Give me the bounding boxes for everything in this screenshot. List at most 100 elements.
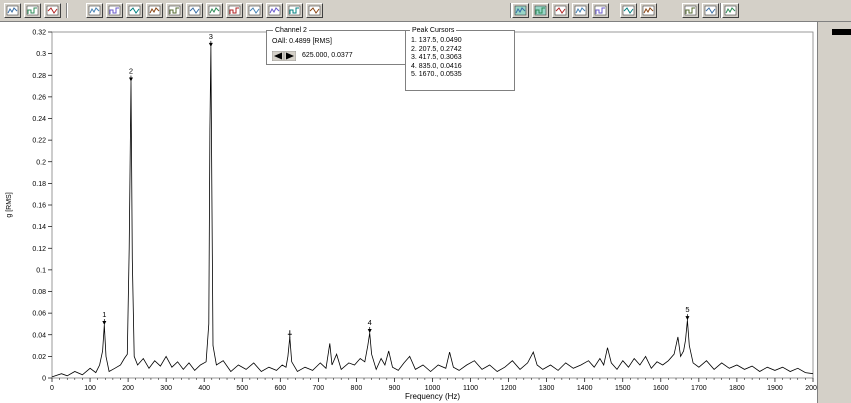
x-tick-label: 1600 — [653, 385, 669, 392]
x-tick-label: 500 — [236, 385, 248, 392]
waveform-icon[interactable] — [106, 3, 123, 18]
x-tick-label: 1000 — [425, 385, 441, 392]
peak-marker-label: 3 — [209, 32, 213, 41]
x-axis-label: Frequency (Hz) — [405, 392, 460, 401]
x-tick-label: 800 — [351, 385, 363, 392]
window-icon[interactable] — [592, 3, 609, 18]
y-tick-label: 0.02 — [32, 354, 46, 361]
y-tick-label: 0.22 — [32, 138, 46, 145]
peak-cursor-item: 3. 417.5, 0.3063 — [411, 54, 462, 61]
peak-marker-label: 4 — [368, 318, 372, 327]
y-axis-label: g [RMS] — [6, 192, 13, 217]
y-tick-label: 0.28 — [32, 73, 46, 80]
peak-marker-arrow — [102, 321, 107, 326]
x-tick-label: 1500 — [615, 385, 631, 392]
x-tick-label: 900 — [389, 385, 401, 392]
toolbar-separator — [720, 3, 722, 18]
cursor-readout: 625.000, 0.0377 — [302, 52, 353, 59]
orbit-icon[interactable] — [286, 3, 303, 18]
x-tick-label: 2000 — [805, 385, 817, 392]
channel-info-box: Channel 2 OAll: 0.4899 [RMS] 625.000, 0.… — [266, 26, 407, 65]
side-scroll-strip — [817, 22, 851, 403]
y-tick-label: 0.14 — [32, 224, 46, 231]
xy-icon[interactable] — [532, 3, 549, 18]
y-tick-label: 0.18 — [32, 181, 46, 188]
harmonics-icon[interactable] — [722, 3, 739, 18]
spectra-icon[interactable] — [620, 3, 637, 18]
spectrum-series — [51, 46, 814, 378]
peak-marker-label: 5 — [685, 305, 689, 314]
peak-marker-label: 1 — [102, 310, 106, 319]
y-tick-label: 0.2 — [36, 159, 46, 166]
integrate-icon[interactable] — [702, 3, 719, 18]
x-tick-label: 700 — [313, 385, 325, 392]
peak-cursors-title: Peak Cursors — [410, 26, 457, 35]
scale-icon[interactable] — [682, 3, 699, 18]
color-fill-icon[interactable] — [512, 3, 529, 18]
y-tick-label: 0.04 — [32, 332, 46, 339]
y-tick-label: 0.06 — [32, 311, 46, 318]
cursor-step-arrows-icon[interactable] — [272, 51, 296, 61]
envelope-icon[interactable] — [24, 3, 41, 18]
spectrum-line — [51, 46, 814, 378]
peak-marker-arrow — [367, 329, 372, 334]
spectrum-chart[interactable]: 0 0.02 0.04 0.06 0.08 0.1 0.12 0.14 0.16 0.18 0.2 0… — [0, 22, 821, 403]
peak-marker-arrow — [685, 316, 690, 321]
overlay-icon[interactable] — [572, 3, 589, 18]
peak-cursor-item: 4. 835.0, 0.0416 — [411, 62, 462, 70]
x-tick-label: 1900 — [767, 385, 783, 392]
y-tick-label: 0.3 — [36, 51, 46, 58]
toolbar-separator — [66, 3, 68, 18]
gauge-icon[interactable] — [4, 3, 21, 18]
y-tick-label: 0.12 — [32, 246, 46, 253]
sine-icon[interactable] — [86, 3, 103, 18]
y-tick-label: 0.26 — [32, 94, 46, 101]
x-tick-label: 100 — [84, 385, 96, 392]
x-tick-label: 400 — [198, 385, 210, 392]
x-tick-label: 1400 — [577, 385, 593, 392]
channel-title: Channel 2 — [273, 26, 309, 35]
band-icon[interactable] — [552, 3, 569, 18]
peak-cursor-item: 1. 137.5, 0.0490 — [411, 37, 462, 44]
scroll-thumb[interactable] — [832, 29, 851, 35]
y-tick-label: 0.16 — [32, 203, 46, 210]
y-tick-label: 0.32 — [32, 30, 46, 37]
cursor-icon[interactable] — [306, 3, 323, 18]
spectrum-icon[interactable] — [126, 3, 143, 18]
peak-cursor-list: 1. 137.5, 0.0490 2. 207.5, 0.2742 3. 417… — [411, 37, 462, 80]
peaks-icon[interactable] — [206, 3, 223, 18]
y-tick-label: 0.24 — [32, 116, 46, 123]
bar-chart-icon[interactable] — [226, 3, 243, 18]
toolbar-separator — [510, 3, 512, 18]
peak-cursors-box: Peak Cursors 1. 137.5, 0.0490 2. 207.5, … — [405, 26, 515, 91]
peak-markers: 1 2 3 4 5 — [102, 32, 690, 339]
peak-marker-arrow — [208, 42, 213, 47]
x-tick-label: 1300 — [539, 385, 555, 392]
y-tick-label: 0.1 — [36, 267, 46, 274]
multi-plot-icon[interactable] — [640, 3, 657, 18]
waterfall-icon[interactable] — [166, 3, 183, 18]
x-tick-label: 300 — [160, 385, 172, 392]
peak-cursor-item: 5. 1670., 0.0535 — [411, 71, 462, 78]
peak-marker-label: 2 — [129, 67, 133, 76]
toolbar — [0, 0, 851, 22]
spectrum2-icon[interactable] — [146, 3, 163, 18]
x-tick-label: 0 — [50, 385, 54, 392]
peak-marker-arrow — [128, 77, 133, 82]
x-tick-label: 1700 — [691, 385, 707, 392]
phase-icon[interactable] — [266, 3, 283, 18]
y-tick-label: 0.08 — [32, 289, 46, 296]
x-tick-label: 600 — [274, 385, 286, 392]
grid-icon[interactable] — [44, 3, 61, 18]
x-tick-label: 1200 — [501, 385, 517, 392]
peak-cursor-item: 2. 207.5, 0.2742 — [411, 45, 462, 53]
lines-icon[interactable] — [186, 3, 203, 18]
y-axis-ticks: 0 0.02 0.04 0.06 0.08 0.1 0.12 0.14 0.16 0.18 0.2 0… — [32, 30, 52, 383]
x-axis-ticks: 0 100 200 300 400 500 600 700 800 900 1000 1100 1200… — [50, 378, 821, 392]
zoom-icon[interactable] — [246, 3, 263, 18]
y-tick-label: 0 — [42, 376, 46, 383]
x-tick-label: 1100 — [463, 385, 478, 392]
x-tick-label: 1800 — [729, 385, 745, 392]
x-tick-label: 200 — [122, 385, 134, 392]
